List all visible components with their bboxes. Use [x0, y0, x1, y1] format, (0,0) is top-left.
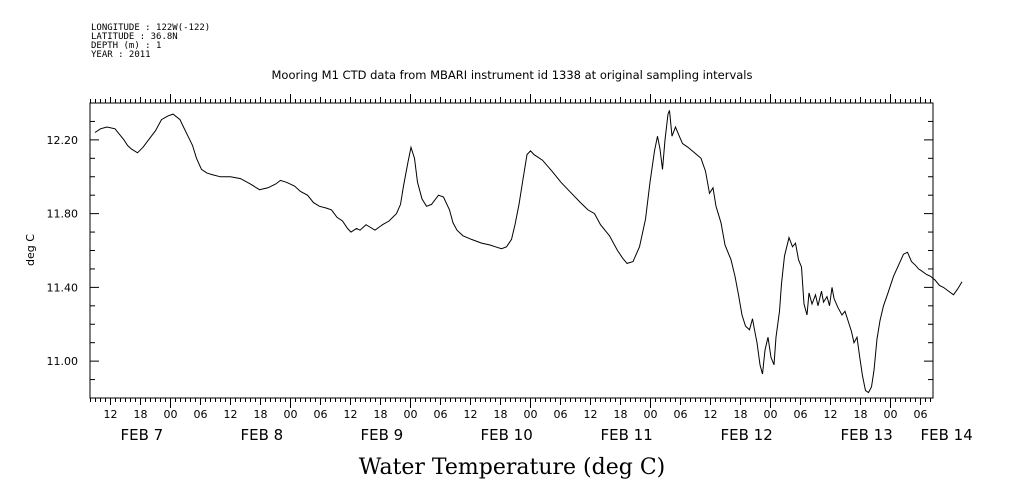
x-hour-label: 12	[584, 408, 598, 421]
minor-ticks	[90, 99, 931, 402]
longitude-label: LONGITUDE : 122W(-122)	[91, 23, 210, 33]
chart-title: Mooring M1 CTD data from MBARI instrumen…	[272, 68, 753, 82]
x-hour-label: 18	[854, 408, 868, 421]
x-hour-label: 06	[794, 408, 808, 421]
x-day-label: FEB 14	[921, 426, 973, 444]
y-axis-label: deg C	[24, 234, 37, 266]
x-hour-label: 12	[704, 408, 718, 421]
chart-header: LONGITUDE : 122W(-122) LATITUDE : 36.8N …	[91, 23, 752, 82]
x-hour-label: 18	[374, 408, 388, 421]
x-hour-label: 18	[734, 408, 748, 421]
x-hour-label: 00	[284, 408, 298, 421]
x-hour-label: 18	[254, 408, 268, 421]
x-hour-label: 06	[914, 408, 928, 421]
x-day-label: FEB 7	[121, 426, 164, 444]
x-day-label: FEB 12	[721, 426, 773, 444]
x-day-label: FEB 13	[841, 426, 893, 444]
latitude-label: LATITUDE : 36.8N	[91, 32, 178, 42]
x-hour-label: 00	[764, 408, 778, 421]
x-day-label: FEB 8	[241, 426, 284, 444]
x-hour-label: 06	[314, 408, 328, 421]
x-day-label: FEB 9	[361, 426, 404, 444]
x-hour-label: 12	[824, 408, 838, 421]
x-day-label: FEB 11	[601, 426, 653, 444]
y-tick-label: 11.00	[47, 355, 79, 368]
x-day-label: FEB 10	[481, 426, 533, 444]
x-hour-label: 06	[674, 408, 688, 421]
x-hour-label: 06	[434, 408, 448, 421]
plot-frame	[89, 102, 934, 399]
y-tick-label: 11.80	[47, 208, 79, 221]
x-hour-label: 12	[464, 408, 478, 421]
minor-tick-marks	[90, 99, 931, 402]
x-hour-label: 12	[344, 408, 358, 421]
x-hour-label: 00	[524, 408, 538, 421]
x-hour-label: 12	[104, 408, 118, 421]
y-axis: 11.00 11.40 11.80 12.20	[47, 120, 933, 381]
temperature-series-line	[94, 110, 963, 394]
x-hour-label: 18	[614, 408, 628, 421]
x-axis-label: Water Temperature (deg C)	[359, 455, 666, 480]
depth-label: DEPTH (m) : 1	[91, 41, 161, 51]
x-hour-label: 06	[554, 408, 568, 421]
x-hour-label: 06	[194, 408, 208, 421]
year-label: YEAR : 2011	[91, 50, 151, 60]
x-hour-label: 00	[164, 408, 178, 421]
x-hour-label: 00	[884, 408, 898, 421]
y-tick-label: 12.20	[47, 134, 79, 147]
x-hour-label: 12	[224, 408, 238, 421]
y-tick-label: 11.40	[47, 281, 79, 294]
x-axis: 12 18 00 06 12 18 00 06 12 18 00 06 12 18 00 06 12 18 00 06…	[104, 94, 973, 444]
x-hour-label: 18	[494, 408, 508, 421]
x-hour-label: 18	[134, 408, 148, 421]
x-hour-label: 00	[404, 408, 418, 421]
x-hour-label: 00	[644, 408, 658, 421]
